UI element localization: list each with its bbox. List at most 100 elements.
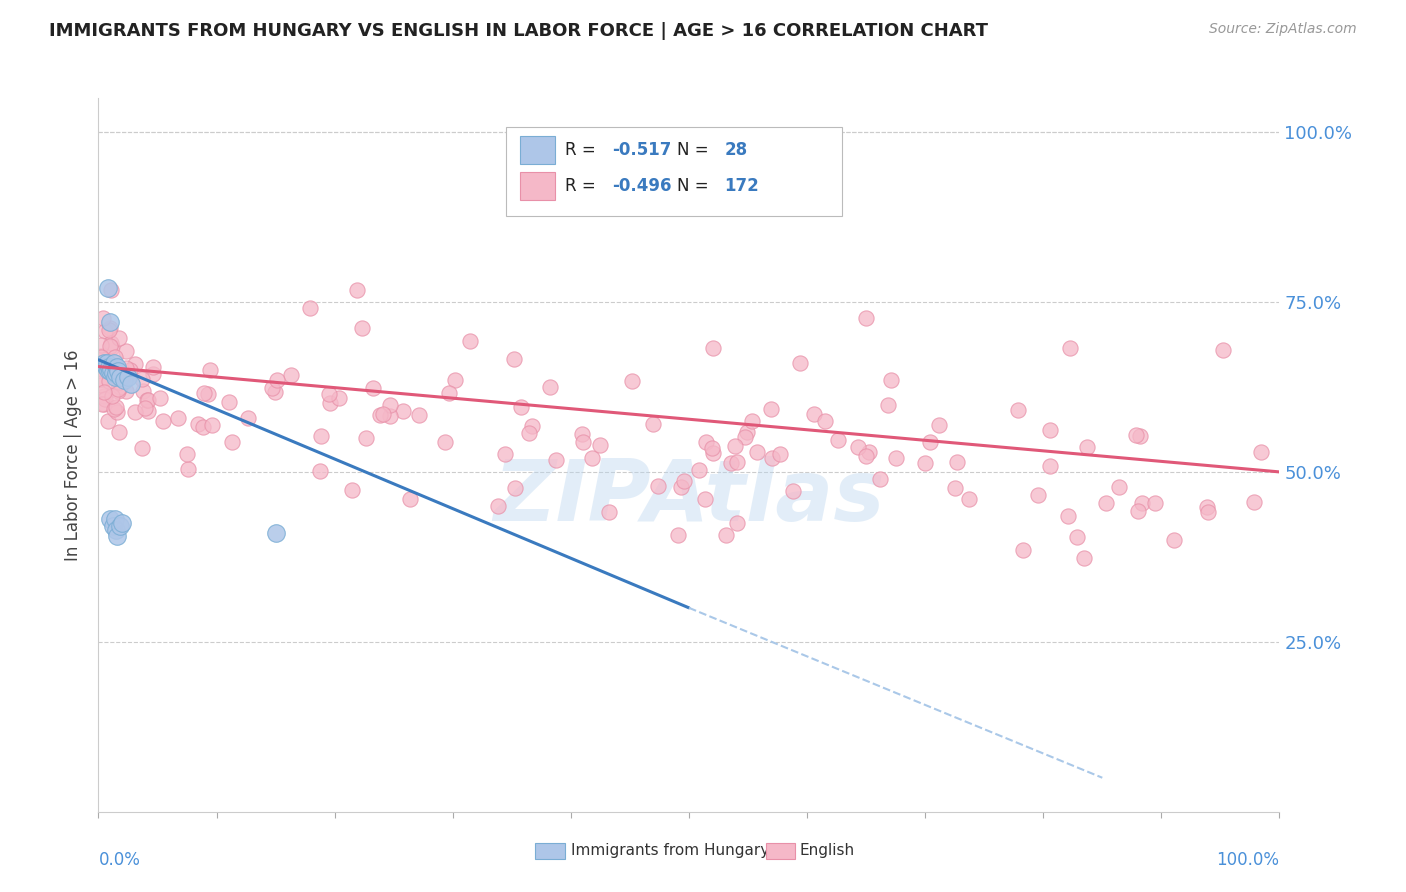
FancyBboxPatch shape xyxy=(506,127,842,216)
Point xyxy=(100,353,122,368)
Point xyxy=(884,451,907,466)
Point xyxy=(117,369,139,384)
Point xyxy=(408,408,430,422)
Point xyxy=(1128,504,1150,518)
Point xyxy=(264,526,287,541)
Point xyxy=(136,392,159,407)
Point xyxy=(98,364,121,378)
Point xyxy=(100,361,122,376)
Point xyxy=(94,359,117,374)
Point xyxy=(855,449,877,463)
Point xyxy=(131,441,153,455)
Point xyxy=(328,391,350,405)
Point xyxy=(789,355,811,369)
Point xyxy=(103,402,125,417)
Point xyxy=(437,385,460,400)
Point xyxy=(1250,445,1272,459)
Point xyxy=(93,388,115,402)
Point xyxy=(308,464,330,478)
Point xyxy=(666,528,689,542)
Point xyxy=(1129,429,1152,443)
Point xyxy=(672,474,695,488)
Point xyxy=(520,418,543,433)
Point xyxy=(91,310,114,325)
Point xyxy=(581,451,603,466)
Point xyxy=(115,361,138,376)
Point xyxy=(741,414,763,428)
Point xyxy=(1243,494,1265,508)
Point xyxy=(727,454,749,468)
Point xyxy=(93,396,115,410)
Point xyxy=(1212,343,1234,357)
Point xyxy=(107,370,129,384)
Point xyxy=(96,356,118,370)
Point xyxy=(136,403,159,417)
Bar xyxy=(520,136,555,164)
Point xyxy=(108,369,131,384)
Point xyxy=(98,359,121,374)
Point xyxy=(100,388,122,402)
Point xyxy=(104,512,127,526)
Point xyxy=(90,338,112,352)
Point xyxy=(702,446,724,460)
Point xyxy=(107,425,129,440)
Point xyxy=(98,339,121,353)
Point xyxy=(928,418,950,433)
Point xyxy=(361,381,384,395)
Point xyxy=(90,349,112,363)
Point xyxy=(641,417,664,432)
Point xyxy=(97,414,120,428)
Bar xyxy=(766,843,796,859)
Point xyxy=(98,321,121,335)
Point xyxy=(914,456,936,470)
Point xyxy=(104,369,127,384)
Point xyxy=(90,372,112,386)
Text: Immigrants from Hungary: Immigrants from Hungary xyxy=(571,844,769,858)
Point xyxy=(97,281,120,295)
Point xyxy=(356,431,378,445)
Point xyxy=(769,447,792,461)
Point xyxy=(105,359,128,374)
Point xyxy=(90,355,112,369)
Point xyxy=(201,418,224,433)
Point xyxy=(112,373,135,387)
Point xyxy=(879,373,901,387)
Point xyxy=(848,440,870,454)
Point xyxy=(803,408,825,422)
Point xyxy=(814,414,837,428)
Point xyxy=(509,401,531,415)
Point xyxy=(98,315,121,329)
Point xyxy=(107,382,129,396)
Point xyxy=(197,386,219,401)
Point xyxy=(152,414,174,428)
Point xyxy=(105,367,128,381)
Point xyxy=(702,341,724,355)
Point xyxy=(1132,496,1154,510)
Point xyxy=(108,379,131,393)
Point xyxy=(132,384,155,399)
Text: -0.517: -0.517 xyxy=(612,141,672,159)
Point xyxy=(319,396,342,410)
Point xyxy=(1026,488,1049,502)
Point xyxy=(94,392,117,406)
Text: Source: ZipAtlas.com: Source: ZipAtlas.com xyxy=(1209,22,1357,37)
Point xyxy=(734,429,756,443)
Point xyxy=(90,378,112,392)
Point xyxy=(735,425,758,440)
Point xyxy=(193,385,215,400)
Point xyxy=(142,368,165,382)
Point xyxy=(1073,550,1095,565)
Point xyxy=(1039,459,1062,474)
Point xyxy=(176,462,198,476)
Point xyxy=(262,381,284,395)
Point xyxy=(346,283,368,297)
Point xyxy=(112,369,135,384)
Point xyxy=(318,387,340,401)
Point xyxy=(221,434,243,449)
Text: 100.0%: 100.0% xyxy=(1216,851,1279,869)
Point xyxy=(198,363,221,377)
Point xyxy=(131,372,153,386)
Point xyxy=(877,398,900,412)
Point xyxy=(1197,500,1219,514)
Point xyxy=(544,453,567,467)
